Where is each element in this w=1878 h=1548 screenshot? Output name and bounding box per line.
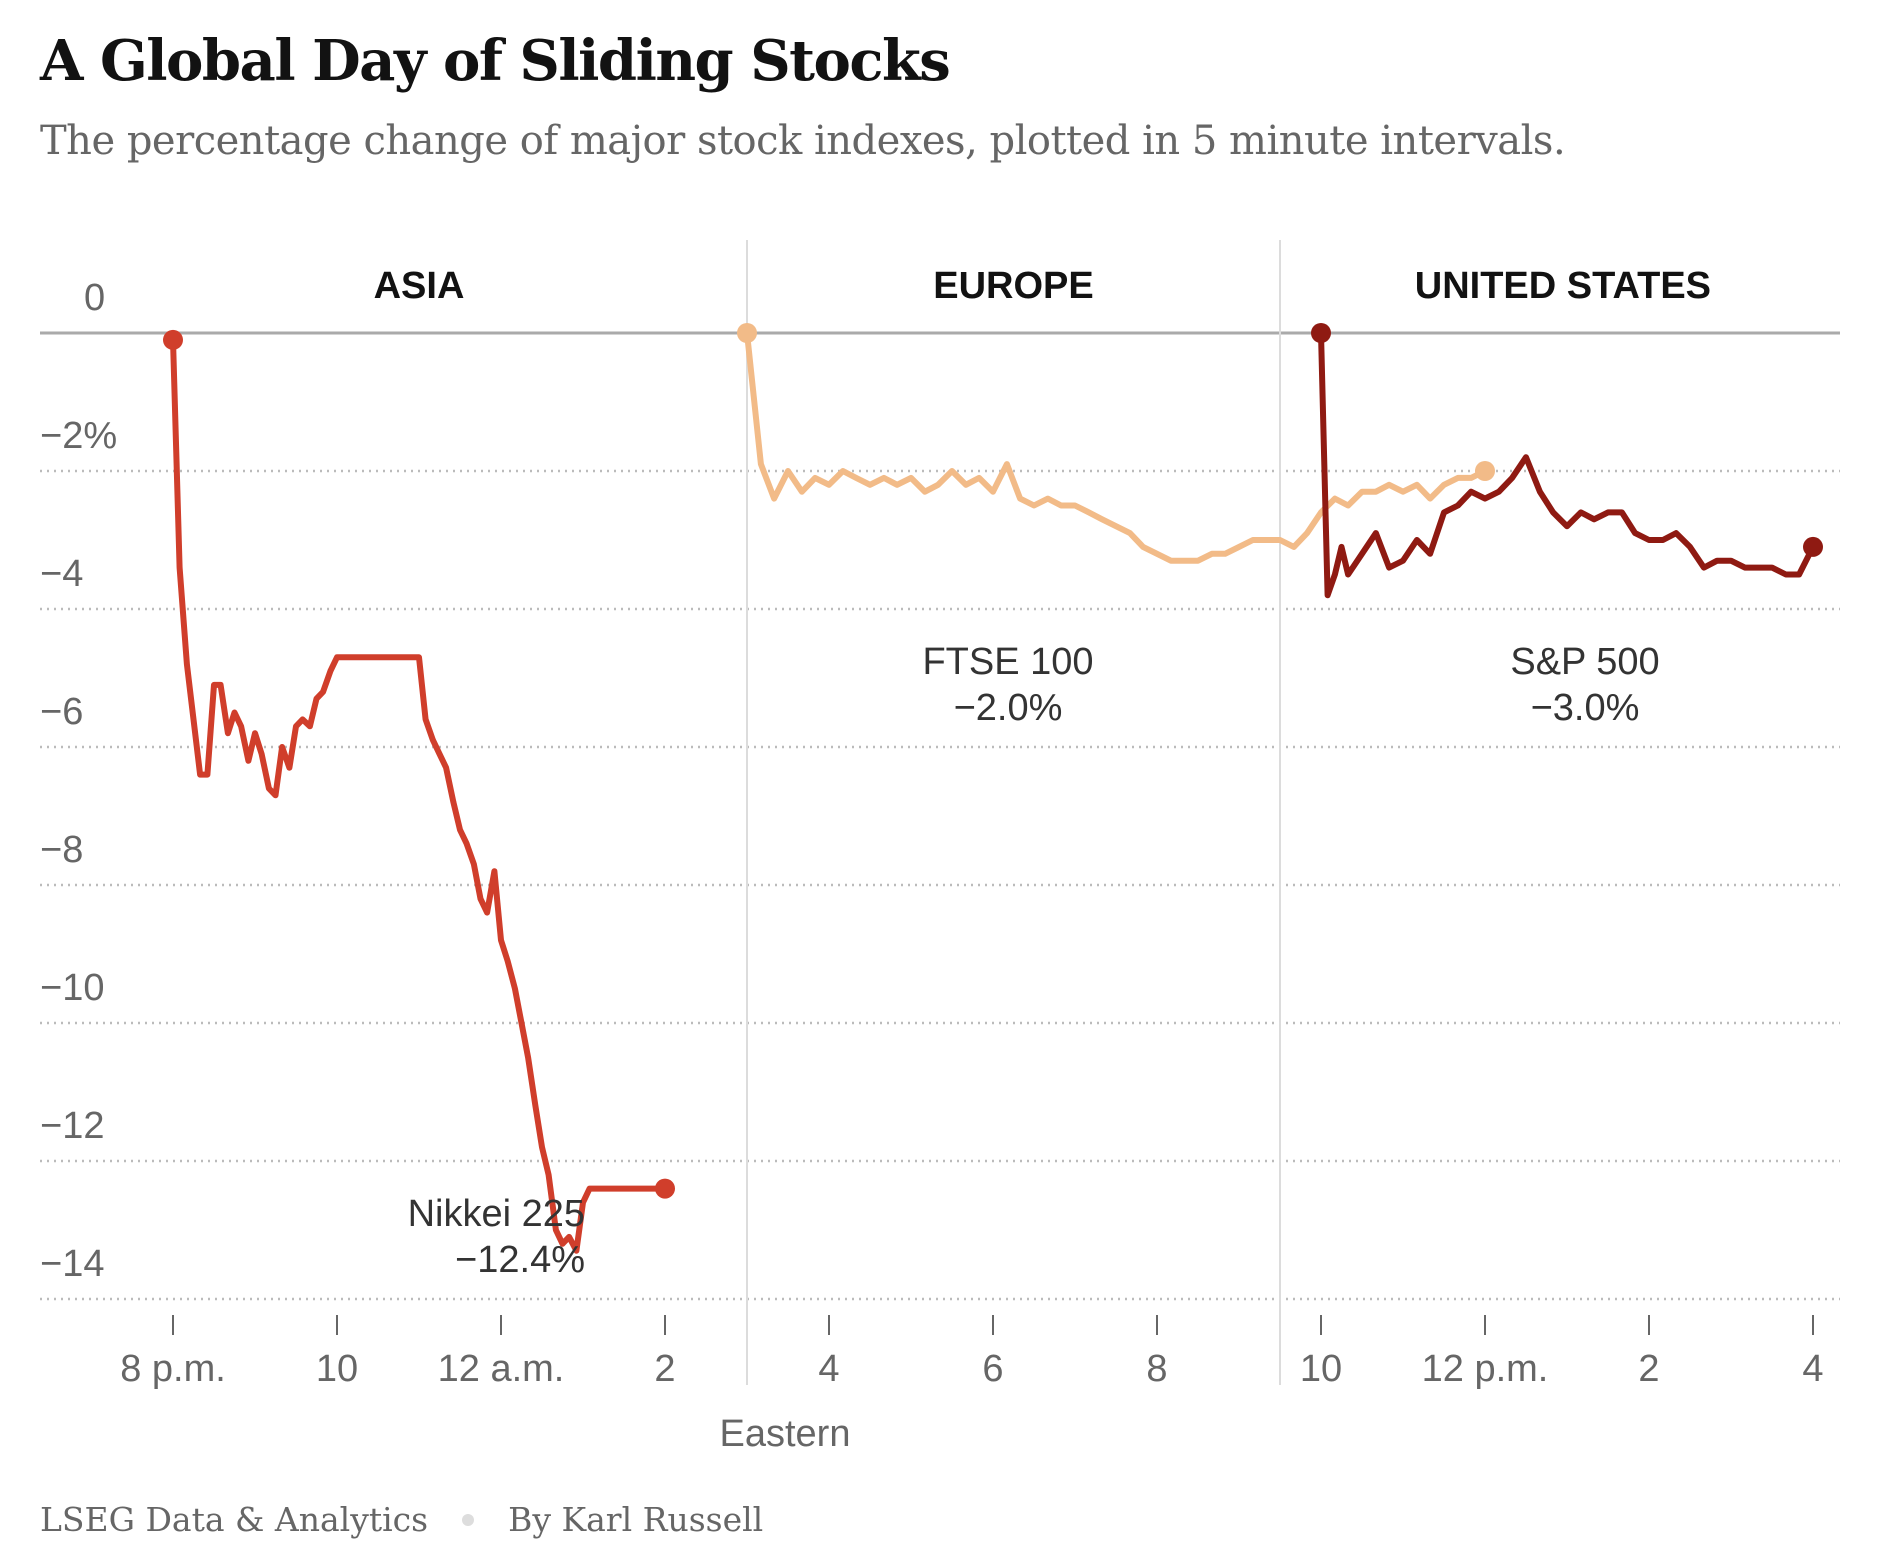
- nikkei-start-dot: [163, 329, 183, 350]
- region-label: ASIA: [374, 265, 465, 307]
- y-tick-label: −12: [40, 1105, 104, 1147]
- region-layer: ASIA EUROPE UNITED STATES: [374, 240, 1711, 1385]
- separator-dot-icon: [462, 1513, 475, 1526]
- nikkei-line: [170, 336, 668, 1254]
- ftse-line: [744, 330, 1488, 564]
- x-tick-label: 4: [1802, 1348, 1823, 1390]
- byline: By Karl Russell: [508, 1500, 764, 1539]
- series-layer: [163, 323, 1823, 1254]
- sp500-end-dot: [1803, 536, 1823, 557]
- x-axis: 8 p.m. 10 12 a.m. 2 4 6 8 10 12 p.m. 2 4: [120, 1315, 1824, 1390]
- sp500-label: S&P 500: [1510, 641, 1659, 683]
- y-tick-label: −8: [40, 829, 83, 871]
- ftse-change-label: −2.0%: [954, 687, 1063, 729]
- region-label: UNITED STATES: [1415, 265, 1711, 307]
- y-tick-label: −10: [40, 967, 104, 1009]
- x-tick-label: 10: [316, 1348, 358, 1390]
- y-tick-label: −2%: [40, 415, 117, 457]
- nikkei-end-dot: [655, 1178, 675, 1199]
- source-credit: LSEG Data & Analytics: [40, 1500, 429, 1539]
- x-axis-title: Eastern: [720, 1413, 851, 1455]
- ftse-label: FTSE 100: [922, 641, 1093, 683]
- chart-subtitle: The percentage change of major stock ind…: [40, 118, 1566, 164]
- chart-title: A Global Day of Sliding Stocks: [40, 28, 951, 94]
- y-tick-label: −14: [40, 1243, 104, 1285]
- ftse-start-dot: [737, 323, 757, 343]
- grid-layer: 0 −2% −4 −6 −8 −10 −12 −14: [40, 277, 1840, 1301]
- x-tick-label: 2: [1638, 1348, 1659, 1390]
- sp500-start-dot: [1311, 323, 1331, 343]
- y-tick-label: −4: [40, 553, 83, 595]
- nikkei-label: Nikkei 225: [408, 1193, 585, 1235]
- ftse-end-dot: [1475, 461, 1495, 481]
- x-tick-label: 8 p.m.: [120, 1348, 226, 1390]
- x-tick-label: 12 a.m.: [438, 1348, 565, 1390]
- x-tick-label: 12 p.m.: [1422, 1348, 1549, 1390]
- x-tick-label: 2: [654, 1348, 675, 1390]
- x-tick-label: 6: [982, 1348, 1003, 1390]
- sp500-change-label: −3.0%: [1531, 687, 1640, 729]
- y-tick-label: 0: [84, 277, 105, 319]
- x-tick-label: 4: [818, 1348, 839, 1390]
- x-tick-label: 8: [1146, 1348, 1167, 1390]
- x-tick-label: 10: [1300, 1348, 1342, 1390]
- label-layer: Nikkei 225−12.4% FTSE 100−2.0% S&P 500−3.0…: [408, 641, 1660, 1281]
- y-tick-label: −6: [40, 691, 83, 733]
- region-label: EUROPE: [933, 265, 1093, 307]
- chart-footer: LSEG Data & Analytics By Karl Russell: [40, 1500, 763, 1539]
- sp500-line: [1318, 330, 1816, 599]
- nikkei-change-label: −12.4%: [455, 1239, 585, 1281]
